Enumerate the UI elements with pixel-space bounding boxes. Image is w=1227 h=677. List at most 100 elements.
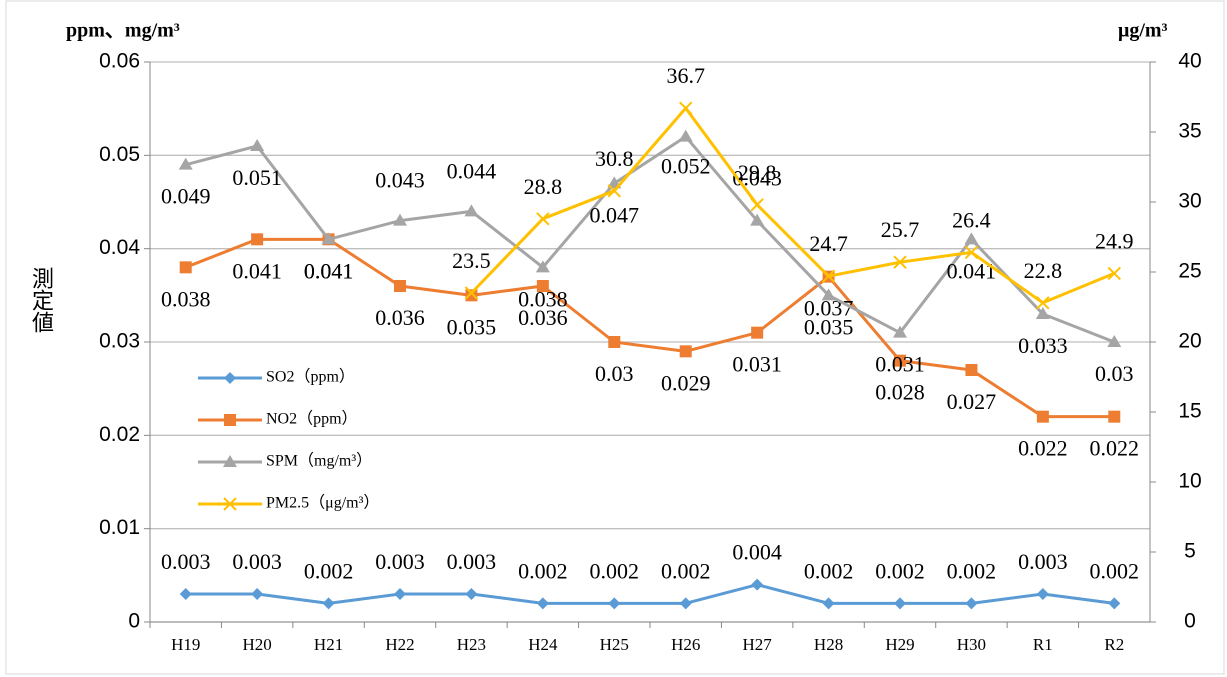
data-label: 29.8 — [738, 160, 777, 185]
data-point — [750, 213, 765, 226]
series-line — [470, 106, 1115, 305]
y-tick-label: 0.04 — [99, 236, 140, 259]
data-label: 0.03 — [595, 361, 634, 386]
x-tick-label: H20 — [243, 635, 272, 654]
data-point — [1107, 266, 1121, 281]
y2-tick-label: 30 — [1178, 190, 1201, 213]
legend-marker — [223, 455, 237, 467]
data-point — [965, 597, 978, 610]
x-tick-label: H21 — [314, 635, 343, 654]
legend-label: PM2.5（μg/m³） — [266, 494, 379, 512]
data-label: 0.002 — [947, 558, 997, 583]
data-label: 0.003 — [161, 549, 211, 574]
data-label: 0.051 — [232, 165, 282, 190]
data-point — [179, 261, 192, 274]
data-label: 0.003 — [447, 549, 497, 574]
y-tick-label: 0.01 — [99, 516, 140, 539]
data-point — [893, 255, 907, 269]
data-label: 0.049 — [161, 184, 211, 209]
data-label: 0.002 — [804, 558, 854, 583]
data-point — [964, 232, 979, 245]
data-label: 0.002 — [590, 558, 640, 583]
data-point — [321, 232, 336, 245]
data-point — [894, 597, 906, 610]
data-point — [821, 288, 836, 301]
data-label: 0.043 — [732, 166, 782, 191]
data-point — [893, 325, 907, 338]
legend-marker — [224, 414, 236, 426]
x-tick-label: R2 — [1104, 635, 1124, 654]
x-tick-label: H25 — [600, 635, 629, 654]
data-point — [607, 184, 621, 198]
data-label: 24.9 — [1095, 228, 1134, 253]
data-label: 0.041 — [232, 258, 282, 283]
data-label: 0.002 — [875, 558, 925, 583]
data-point — [1036, 410, 1049, 423]
legend-label: SO2（ppm） — [266, 368, 355, 386]
data-label: 0.036 — [375, 305, 425, 330]
y2-tick-label: 15 — [1178, 400, 1201, 423]
legend-label: SPM（mg/m³） — [266, 452, 372, 470]
series-line — [185, 583, 1115, 605]
y2-tick-label: 10 — [1178, 470, 1201, 493]
data-label: 0.004 — [732, 540, 782, 565]
data-point — [964, 245, 979, 260]
data-label: 0.038 — [518, 286, 568, 311]
y2-tick-label: 40 — [1178, 50, 1201, 73]
data-point — [1036, 296, 1050, 310]
y2-tick-label: 35 — [1178, 120, 1201, 143]
data-point — [464, 204, 479, 217]
data-label: 0.033 — [1018, 333, 1068, 358]
data-point — [894, 354, 906, 367]
data-label: 0.029 — [661, 370, 711, 395]
data-point — [1108, 410, 1121, 423]
data-label: 24.7 — [809, 231, 848, 256]
y2-tick-label: 25 — [1178, 260, 1201, 283]
data-point — [250, 139, 265, 151]
x-tick-label: H19 — [171, 635, 200, 654]
data-label: 0.038 — [161, 286, 211, 311]
data-label: 0.041 — [304, 258, 354, 283]
data-label: 0.002 — [661, 558, 711, 583]
data-point — [322, 597, 335, 610]
data-label: 0.031 — [875, 352, 925, 377]
data-point — [465, 588, 478, 600]
legend-marker — [223, 497, 237, 511]
data-point — [679, 101, 693, 115]
data-point — [679, 597, 692, 610]
data-label: 26.4 — [952, 207, 991, 232]
y-tick-label: 0.02 — [99, 423, 140, 446]
data-point — [1108, 597, 1121, 610]
data-point — [1107, 335, 1122, 347]
y-tick-label: 0.05 — [99, 143, 140, 166]
data-point — [251, 588, 264, 600]
data-point — [750, 198, 764, 212]
data-label: 0.043 — [375, 168, 425, 193]
data-label: 36.7 — [666, 63, 705, 88]
data-label: 0.041 — [304, 258, 354, 283]
data-label: 0.022 — [1090, 436, 1140, 461]
data-label: 0.03 — [1095, 361, 1134, 386]
data-label: 0.022 — [1018, 436, 1068, 461]
data-label: 0.036 — [518, 305, 568, 330]
data-point — [608, 336, 621, 348]
data-point — [393, 213, 407, 226]
y-tick-label: 0.03 — [99, 330, 140, 353]
legend-label: NO2（ppm） — [266, 410, 358, 428]
data-label: 30.8 — [595, 146, 634, 171]
data-point — [751, 326, 764, 339]
x-tick-label: H26 — [671, 635, 700, 654]
data-label: 0.035 — [447, 314, 497, 339]
data-label: 0.003 — [1018, 549, 1068, 574]
data-label: 25.7 — [881, 217, 920, 242]
x-tick-label: H23 — [457, 635, 486, 654]
data-label: 28.8 — [524, 174, 563, 199]
data-label: 0.031 — [732, 352, 782, 377]
data-point — [394, 280, 406, 292]
data-point — [178, 157, 193, 170]
data-point — [751, 578, 764, 591]
data-point — [821, 269, 836, 283]
y2-tick-label: 5 — [1184, 540, 1196, 563]
